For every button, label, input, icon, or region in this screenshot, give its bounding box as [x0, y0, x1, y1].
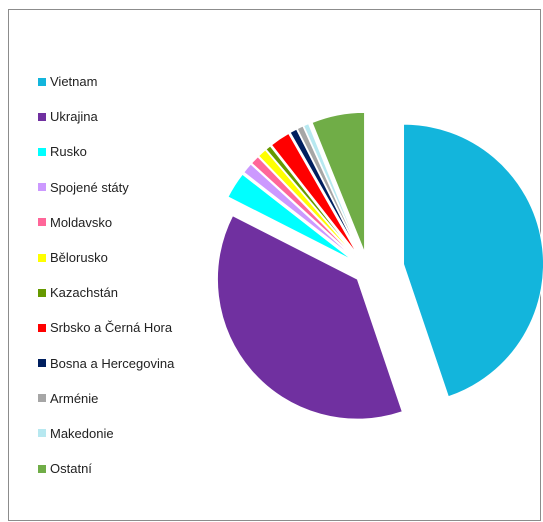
pie-slice — [296, 125, 361, 254]
pie-slice — [250, 156, 356, 258]
legend-label: Ukrajina — [50, 109, 98, 125]
legend-swatch — [38, 77, 46, 86]
pie-slice — [270, 132, 359, 256]
legend-item: Spojené státy — [38, 170, 218, 205]
legend-item: Moldavsko — [38, 205, 218, 240]
pie-slice — [227, 173, 354, 261]
legend-swatch — [38, 147, 46, 156]
legend-label: Spojené státy — [50, 179, 129, 195]
pie-slice — [216, 215, 403, 420]
legend-item: Srbsko a Černá Hora — [38, 310, 218, 345]
legend-swatch — [38, 429, 46, 438]
pie-slice — [265, 145, 358, 257]
legend-swatch — [38, 253, 46, 262]
pie-slice — [289, 128, 360, 255]
legend-label: Ostatní — [50, 461, 92, 477]
legend-swatch — [38, 183, 46, 192]
chart-legend: Vietnam Ukrajina Rusko Spojené státy Moldavs… — [38, 64, 218, 486]
pie-slice — [243, 163, 355, 259]
legend-label: Srbsko a Černá Hora — [50, 320, 173, 336]
legend-item: Bělorusko — [38, 240, 218, 275]
legend-item: Vietnam — [38, 64, 218, 99]
pie-slice — [311, 111, 366, 253]
legend-label: Rusko — [50, 144, 87, 160]
legend-swatch — [38, 394, 46, 403]
legend-item: Makedonie — [38, 416, 218, 451]
legend-label: Kazachstán — [50, 285, 118, 301]
legend-label: Bělorusko — [50, 250, 108, 266]
legend-item: Ukrajina — [38, 99, 218, 134]
legend-swatch — [38, 288, 46, 297]
legend-label: Bosna a Hercegovina — [50, 355, 175, 371]
pie-slice — [257, 149, 357, 258]
legend-item: Arménie — [38, 381, 218, 416]
legend-swatch — [38, 218, 46, 227]
legend-label: Makedonie — [50, 425, 114, 441]
pie-slice — [302, 122, 362, 254]
legend-label: Vietnam — [50, 74, 98, 90]
pie-slice — [403, 123, 543, 398]
legend-swatch — [38, 359, 46, 368]
legend-item: Kazachstán — [38, 275, 218, 310]
legend-item: Bosna a Hercegovina — [38, 346, 218, 381]
legend-item: Ostatní — [38, 451, 218, 486]
legend-item: Rusko — [38, 134, 218, 169]
legend-swatch — [38, 464, 46, 473]
legend-swatch — [38, 112, 46, 121]
legend-swatch — [38, 323, 46, 332]
legend-label: Arménie — [50, 390, 99, 406]
legend-label: Moldavsko — [50, 214, 113, 230]
